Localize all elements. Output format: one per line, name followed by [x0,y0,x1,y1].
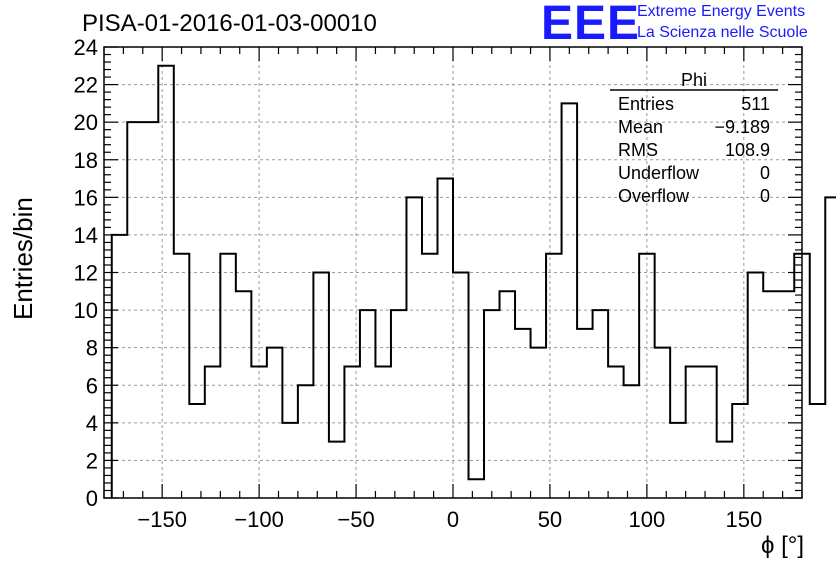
x-tick-label: −100 [234,507,284,532]
stats-row-label: Overflow [618,186,690,206]
stats-row-label: Entries [618,94,674,114]
y-tick-label: 8 [86,336,98,361]
stats-box: Phi Entries 511 Mean −9.189 RMS 108.9 Underflo… [610,70,778,206]
x-tick-label: 100 [629,507,666,532]
stats-row-value: −9.189 [714,117,770,137]
x-tick-label: −50 [337,507,374,532]
y-tick-label: 18 [74,148,98,173]
x-tick-label: 0 [447,507,459,532]
eee-logo: EEE [541,0,641,50]
y-tick-label: 0 [86,486,98,511]
histogram-step-line [110,64,836,498]
y-tick-label: 16 [74,185,98,210]
y-tick-label: 6 [86,373,98,398]
stats-row-value: 511 [741,94,770,114]
y-tick-label: 14 [74,223,98,248]
stats-row-value: 0 [760,163,770,183]
stats-row-value: 0 [760,186,770,206]
stats-row-label: Underflow [618,163,700,183]
histogram-title: PISA-01-2016-01-03-00010 [82,10,377,37]
stats-row-label: RMS [618,140,658,160]
eee-logo-line-1: Extreme Energy Events [637,3,806,20]
y-tick-label: 24 [74,35,98,60]
y-tick-label: 2 [86,448,98,473]
x-axis-label: ϕ [°] [760,532,804,559]
axis-ticks: −150 −100 −50 0 50 100 15002468101214161820222… [74,35,803,532]
stats-title: Phi [681,70,707,90]
y-tick-label: 4 [86,411,98,436]
x-tick-label: −150 [137,507,187,532]
stats-row-value: 108.9 [725,140,770,160]
x-tick-label: 50 [538,507,562,532]
stats-row-label: Mean [618,117,663,137]
y-tick-label: 12 [74,261,98,286]
eee-logo-line-2: La Scienza nelle Scuole [637,24,808,41]
y-tick-label: 22 [74,73,98,98]
y-tick-label: 20 [74,110,98,135]
x-tick-label: 150 [725,507,762,532]
y-tick-label: 10 [74,298,98,323]
